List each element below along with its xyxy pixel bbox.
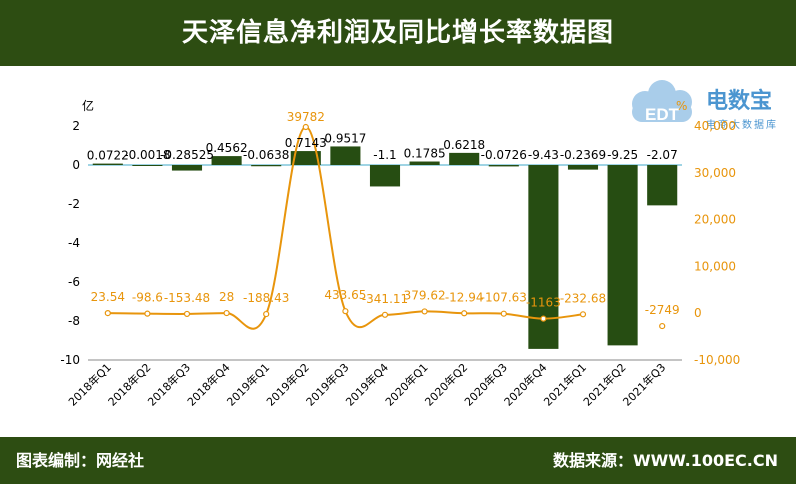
y2-tick-label: 40,000 (694, 119, 736, 133)
bar (92, 163, 123, 165)
line-point (144, 310, 151, 317)
line-data-label: 433.65 (324, 288, 366, 302)
bar (567, 165, 599, 170)
y2-tick-label: 0 (694, 306, 702, 320)
y-tick-label: -4 (68, 236, 80, 250)
y-tick-label: -10 (60, 353, 80, 367)
line-data-label: -153.48 (164, 291, 210, 305)
line-data-label: -341.11 (362, 292, 408, 306)
bar-data-label: -0.0018 (124, 148, 170, 162)
bar-data-label: 0.6218 (443, 138, 485, 152)
bar-data-label: 0.9517 (324, 131, 366, 145)
chart-area: EDT 电数宝 电商大数据库 0.0722-0.0018-0.285250.45… (60, 80, 778, 409)
bar-data-label: -0.0726 (481, 148, 527, 162)
line-data-label: -1163 (526, 296, 561, 310)
line-point (659, 322, 666, 330)
bar-data-label: -1.1 (373, 148, 396, 162)
bar (647, 165, 678, 206)
bar (290, 151, 321, 165)
y-tick-label: 0 (72, 158, 80, 172)
logo-mark: EDT (645, 105, 680, 124)
bar (449, 152, 480, 165)
line-point (183, 310, 191, 318)
bar (330, 146, 361, 165)
y2-tick-label: 30,000 (694, 166, 736, 180)
cloud-icon (632, 80, 692, 122)
y-tick-label: -8 (68, 314, 80, 328)
bar (488, 165, 519, 167)
line-point (223, 309, 230, 317)
line-data-label: 39782 (287, 110, 325, 124)
bar (251, 165, 282, 167)
x-tick-label: 2021年Q3 (620, 360, 669, 409)
bar-data-label: -0.2369 (560, 148, 606, 162)
bar (369, 165, 401, 187)
line-data-label: 28 (219, 290, 234, 304)
line-point (302, 123, 309, 131)
y2-tick-label: 20,000 (694, 213, 736, 227)
bar-data-label: 0.1785 (404, 147, 446, 161)
bar (171, 165, 203, 171)
footer-banner: 图表编制：网经社 数据来源：WWW.100EC.CN (0, 437, 796, 484)
y2-axis-unit-label: % (676, 99, 687, 113)
logo: EDT 电数宝 电商大数据库 (632, 80, 778, 131)
footer-editor: 图表编制：网经社 (16, 451, 145, 470)
bar (409, 161, 440, 165)
bar (607, 165, 638, 346)
line-data-label: -232.68 (560, 291, 606, 305)
y-tick-label: 2 (72, 119, 80, 133)
bar-data-label: -0.0638 (243, 148, 289, 162)
page-title: 天泽信息净利润及同比增长率数据图 (181, 18, 614, 48)
line-point (421, 308, 428, 315)
bar-data-label: -2.07 (647, 148, 678, 162)
growth-rate-line (107, 126, 584, 330)
line-data-label: -107.63 (481, 291, 527, 305)
bar-data-label: -0.28525 (160, 148, 214, 162)
bar-data-label: -9.25 (607, 148, 638, 162)
line-point (540, 315, 547, 322)
bar-data-label: 0.4562 (206, 141, 248, 155)
bar-data-label: 0.0722 (87, 149, 129, 163)
y-tick-label: -2 (68, 197, 80, 211)
line-data-label: -98.6 (132, 291, 163, 305)
line-data-label: -2749 (645, 303, 680, 317)
y-tick-label: -6 (68, 275, 80, 289)
logo-brand: 电数宝 (706, 88, 772, 114)
line-point (381, 311, 389, 318)
line-point (500, 310, 507, 317)
bar (211, 156, 242, 165)
line-point (104, 309, 111, 317)
y-axis-unit-label: 亿 (82, 98, 94, 113)
line-data-label: -188.43 (243, 291, 289, 305)
line-point (461, 310, 468, 317)
line-data-label: -12.94 (445, 290, 484, 304)
bar-data-label: -9.43 (528, 148, 559, 162)
line-data-label: 23.54 (91, 290, 125, 304)
footer-source: 数据来源：WWW.100EC.CN (552, 451, 778, 470)
logo-tagline: 电商大数据库 (706, 118, 778, 131)
line-point (263, 310, 270, 318)
y2-tick-label: -10,000 (694, 353, 740, 367)
line-point (342, 308, 349, 315)
line-data-label: 379.62 (404, 288, 446, 302)
y2-tick-label: 10,000 (694, 259, 736, 273)
line-point (579, 311, 587, 318)
header-banner: 天泽信息净利润及同比增长率数据图 (0, 0, 796, 66)
bar-data-label: 0.7143 (285, 136, 327, 150)
bar (132, 165, 163, 166)
